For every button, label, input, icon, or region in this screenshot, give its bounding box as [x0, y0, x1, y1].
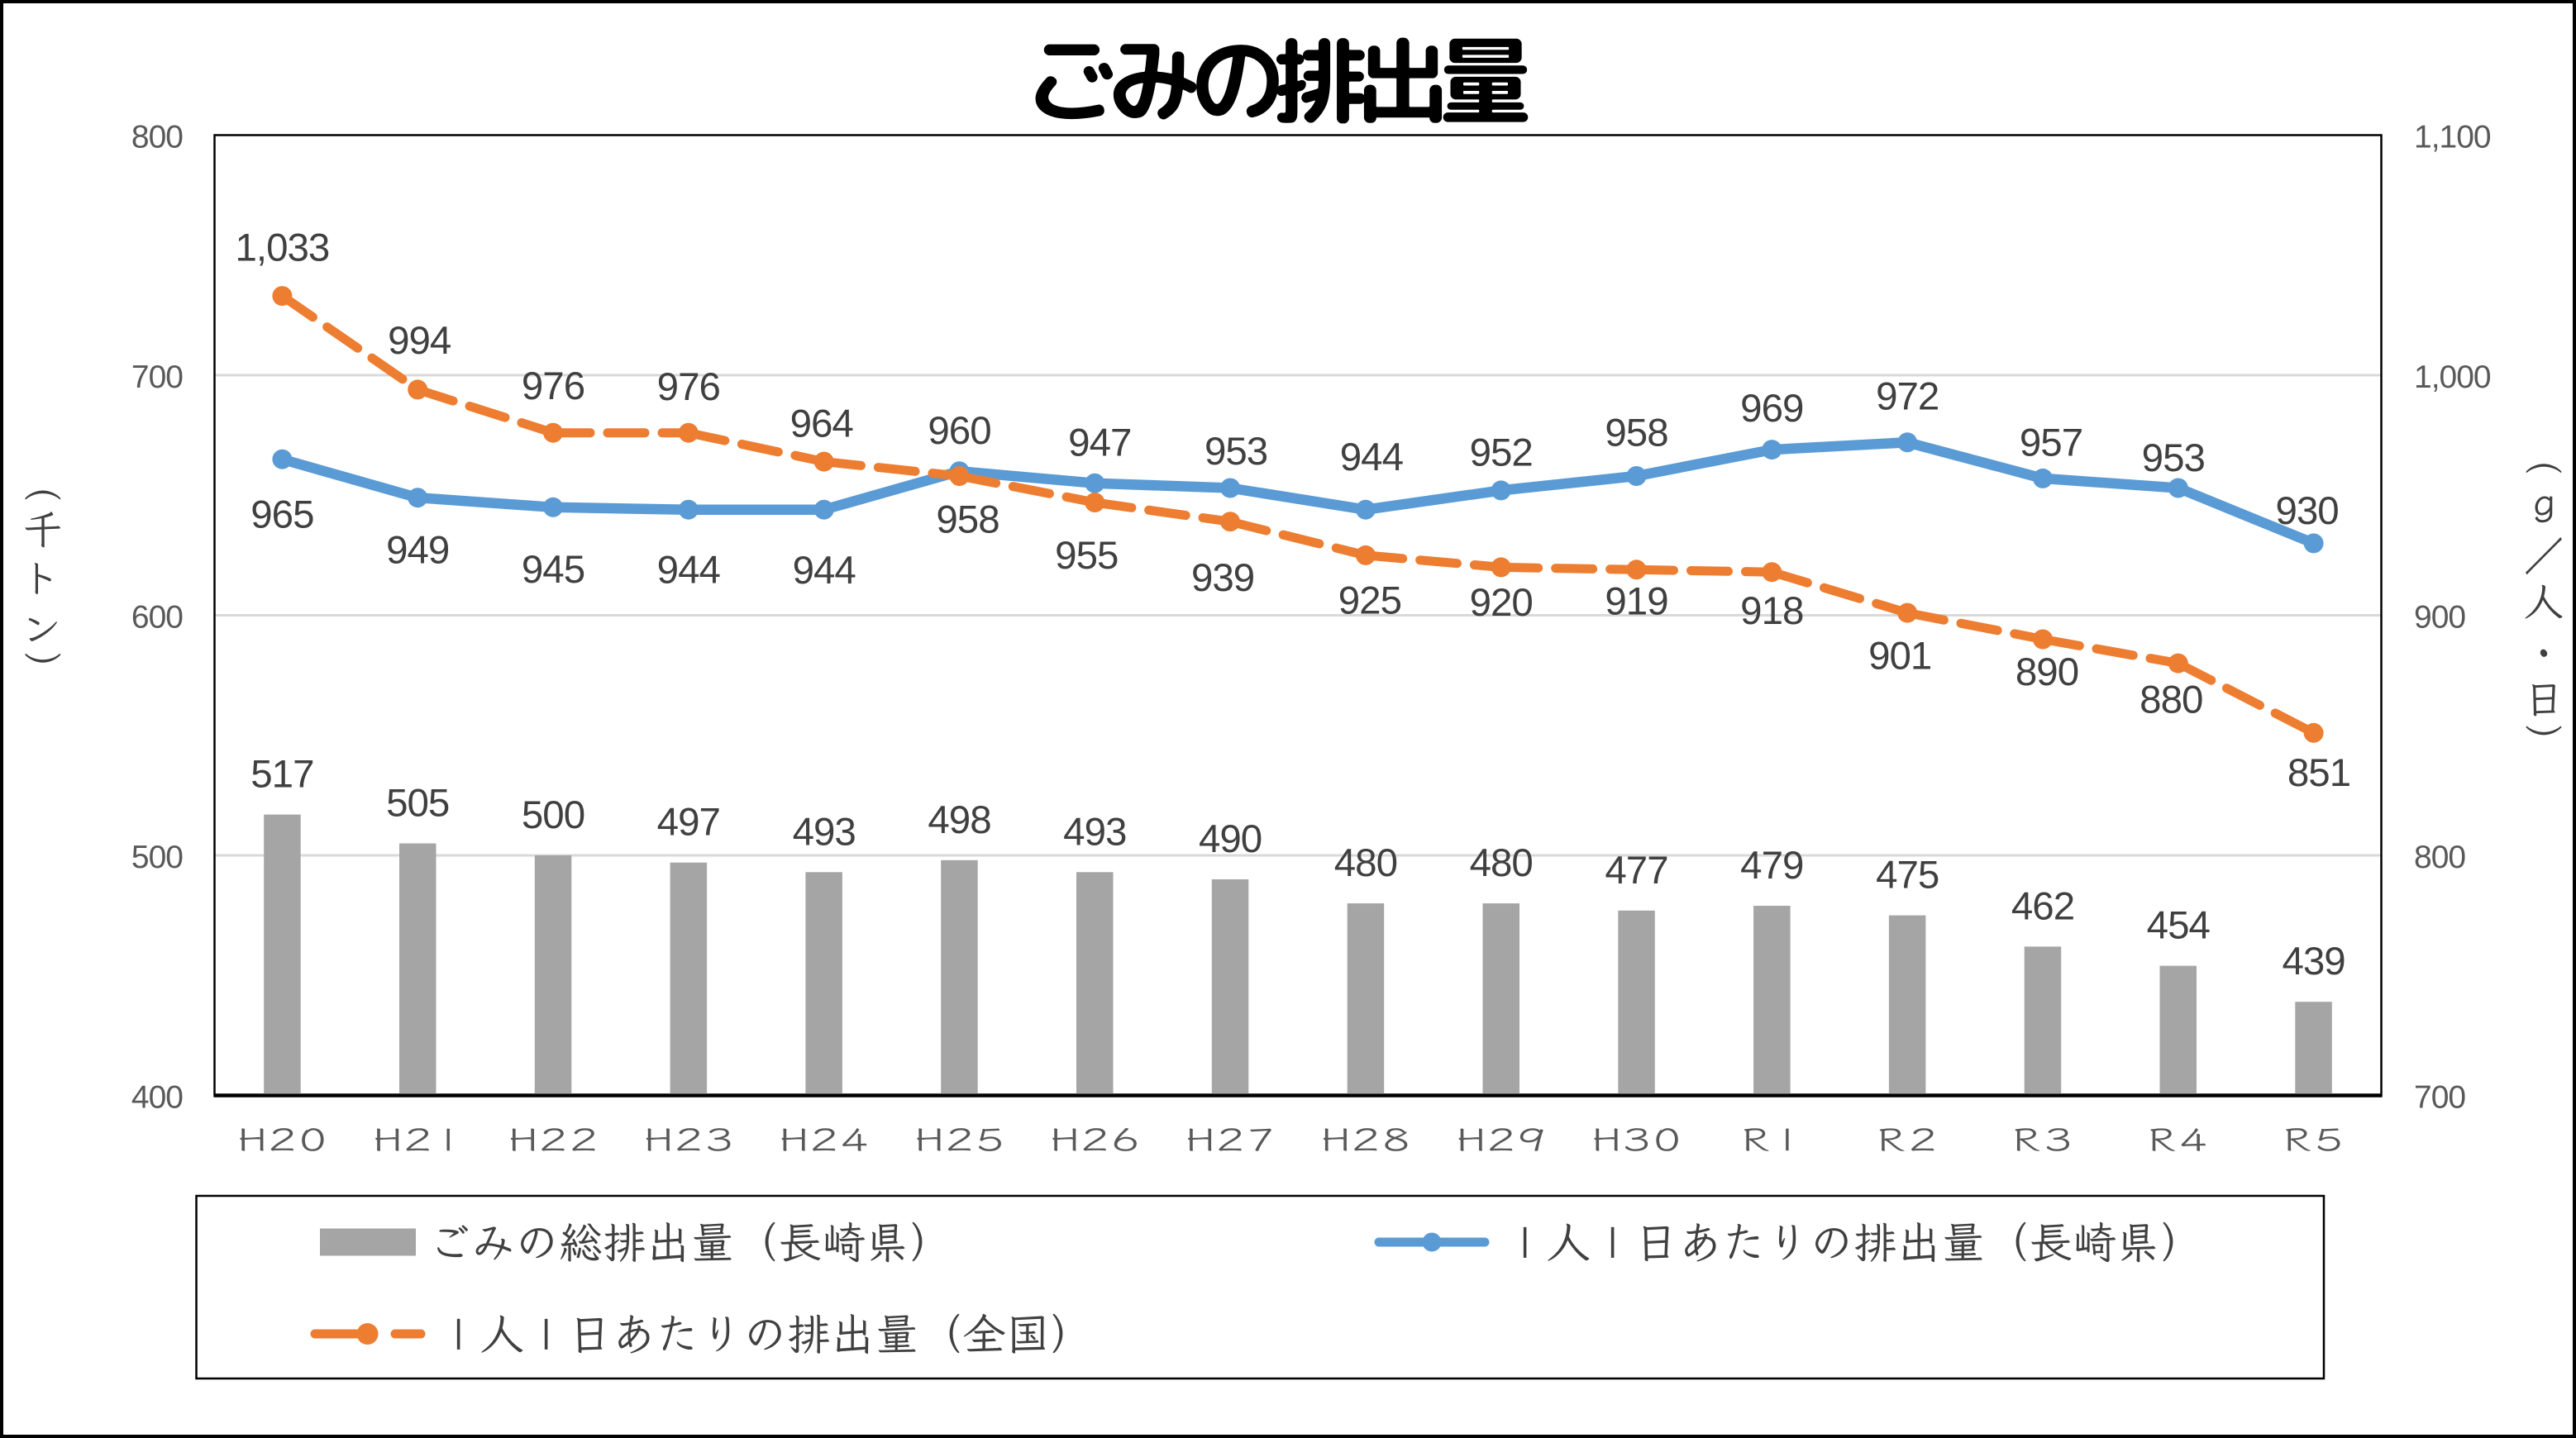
- svg-text:994: 994: [388, 319, 451, 363]
- svg-text:965: 965: [250, 493, 313, 536]
- svg-text:976: 976: [522, 364, 584, 408]
- svg-text:517: 517: [250, 753, 313, 797]
- svg-text:960: 960: [928, 409, 990, 453]
- svg-text:949: 949: [386, 529, 449, 573]
- svg-text:953: 953: [2142, 436, 2205, 480]
- svg-text:901: 901: [1868, 635, 1931, 679]
- svg-text:500: 500: [522, 793, 584, 837]
- svg-text:964: 964: [790, 402, 854, 445]
- svg-text:957: 957: [2020, 421, 2082, 464]
- svg-text:493: 493: [793, 810, 856, 854]
- svg-text:955: 955: [1055, 534, 1118, 578]
- svg-text:958: 958: [936, 498, 999, 541]
- svg-text:800: 800: [131, 120, 183, 155]
- svg-text:918: 918: [1740, 589, 1803, 633]
- svg-text:400: 400: [131, 1080, 183, 1116]
- svg-text:953: 953: [1205, 430, 1267, 474]
- svg-text:920: 920: [1470, 581, 1533, 625]
- svg-text:475: 475: [1876, 854, 1939, 898]
- svg-text:972: 972: [1876, 374, 1939, 418]
- svg-text:800: 800: [2414, 840, 2465, 875]
- svg-text:958: 958: [1605, 411, 1667, 455]
- svg-text:969: 969: [1740, 387, 1803, 431]
- svg-text:944: 944: [1340, 436, 1404, 479]
- svg-text:490: 490: [1199, 817, 1262, 861]
- svg-text:600: 600: [131, 600, 183, 636]
- svg-text:919: 919: [1605, 580, 1667, 624]
- svg-text:462: 462: [2011, 884, 2074, 928]
- svg-text:505: 505: [386, 782, 449, 826]
- svg-text:454: 454: [2147, 904, 2211, 948]
- svg-text:1,100: 1,100: [2414, 120, 2491, 155]
- svg-text:479: 479: [1740, 844, 1803, 888]
- svg-text:493: 493: [1063, 810, 1126, 854]
- svg-text:498: 498: [928, 798, 990, 842]
- svg-text:952: 952: [1470, 431, 1533, 475]
- svg-text:700: 700: [131, 360, 183, 395]
- svg-text:900: 900: [2414, 600, 2465, 636]
- svg-text:851: 851: [2287, 751, 2350, 795]
- svg-text:944: 944: [657, 549, 721, 593]
- svg-text:976: 976: [657, 365, 720, 409]
- svg-text:944: 944: [793, 549, 856, 593]
- svg-text:700: 700: [2414, 1080, 2465, 1116]
- svg-text:880: 880: [2140, 679, 2202, 722]
- svg-text:945: 945: [522, 548, 584, 592]
- svg-text:1,033: 1,033: [235, 226, 329, 270]
- svg-text:480: 480: [1470, 841, 1533, 885]
- svg-text:930: 930: [2275, 489, 2338, 533]
- svg-text:939: 939: [1191, 556, 1254, 600]
- svg-text:947: 947: [1068, 421, 1131, 464]
- svg-text:439: 439: [2282, 940, 2345, 983]
- svg-text:1,000: 1,000: [2414, 360, 2491, 395]
- svg-text:480: 480: [1334, 841, 1397, 885]
- svg-text:497: 497: [657, 801, 720, 845]
- svg-text:925: 925: [1338, 579, 1401, 623]
- svg-text:477: 477: [1605, 849, 1667, 893]
- svg-text:500: 500: [131, 840, 183, 875]
- svg-text:890: 890: [2015, 650, 2078, 694]
